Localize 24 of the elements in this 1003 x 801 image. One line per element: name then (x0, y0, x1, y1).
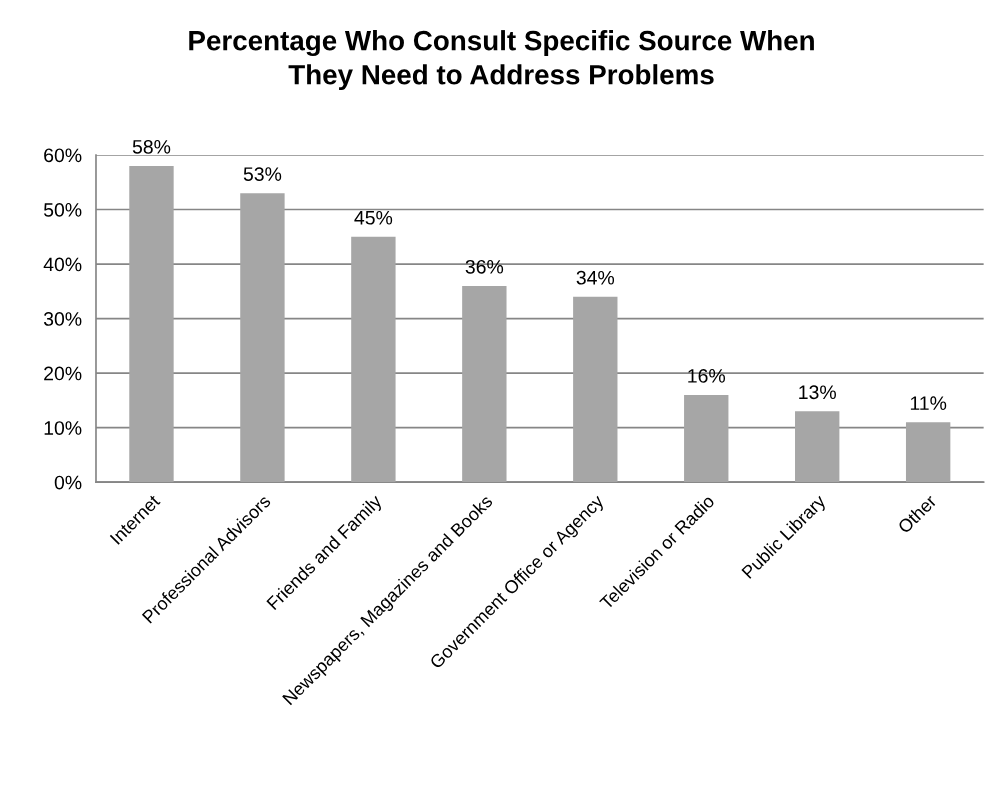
y-tick-label: 60% (44, 148, 82, 163)
bar (573, 296, 618, 483)
data-label: 13% (799, 385, 836, 400)
bar (351, 236, 396, 483)
data-label: 53% (243, 167, 282, 181)
y-tick-label: 50% (43, 203, 82, 217)
data-label: 58% (132, 139, 171, 154)
bar (462, 285, 507, 483)
y-tick-label: 10% (44, 421, 82, 435)
y-tick-label: 0% (54, 475, 82, 490)
data-label: 36% (465, 259, 504, 274)
data-label: 34% (576, 270, 615, 285)
bar (795, 411, 840, 483)
y-tick-label: 30% (43, 312, 82, 326)
bar (684, 394, 729, 483)
bar (905, 422, 951, 483)
data-label: 11% (910, 396, 947, 410)
data-label: 45% (354, 210, 393, 225)
bar (129, 165, 174, 483)
bar (240, 193, 285, 483)
data-label: 16% (688, 369, 726, 383)
y-tick-label: 20% (44, 366, 82, 381)
y-tick-label: 40% (43, 257, 82, 272)
chart-title: Percentage Who Consult Specific Source When They Need to Address Problems (189, 30, 814, 91)
